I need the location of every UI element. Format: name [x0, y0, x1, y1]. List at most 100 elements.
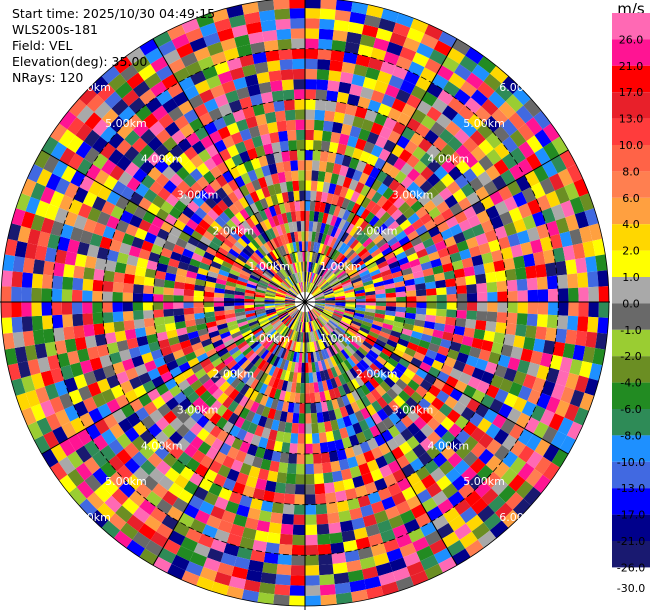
ray-gate	[323, 308, 334, 313]
ray-gate	[512, 498, 531, 517]
ray-gate	[370, 446, 384, 460]
ray-gate	[247, 352, 258, 363]
ray-gate	[234, 308, 245, 314]
ray-gate	[317, 253, 324, 265]
ray-gate	[585, 256, 598, 273]
ray-gate	[354, 375, 365, 387]
ray-gate	[344, 188, 355, 201]
ray-gate	[372, 359, 384, 370]
ray-gate	[287, 130, 297, 141]
ray-gate	[245, 181, 256, 194]
ray-gate	[108, 439, 124, 456]
ray-gate	[290, 433, 299, 444]
ray-gate	[481, 98, 499, 116]
ray-gate	[493, 428, 509, 445]
ray-gate	[346, 357, 356, 368]
ray-gate	[285, 304, 296, 309]
ray-gate	[336, 448, 347, 461]
ray-gate	[454, 459, 470, 476]
ray-gate	[206, 514, 222, 529]
ray-gate	[287, 402, 295, 413]
ray-gate	[398, 357, 411, 369]
ray-gate	[260, 244, 270, 255]
ray-gate	[306, 281, 309, 292]
ray-gate	[173, 302, 184, 309]
ray-gate	[341, 279, 352, 286]
ray-gate	[338, 218, 347, 230]
ray-gate	[441, 430, 456, 446]
ray-gate	[406, 495, 422, 510]
ray-gate	[406, 27, 425, 43]
ray-gate	[336, 254, 346, 265]
ray-gate	[234, 556, 251, 570]
ray-gate	[292, 273, 298, 284]
ray-gate	[223, 384, 235, 397]
ray-gate	[214, 376, 227, 388]
ray-gate	[446, 540, 466, 557]
ray-gate	[324, 306, 335, 310]
ray-gate	[369, 269, 381, 277]
ray-gate	[477, 530, 497, 548]
ray-gate	[214, 231, 227, 243]
ray-gate	[314, 109, 326, 121]
ray-gate	[261, 322, 271, 330]
ray-gate	[164, 467, 180, 483]
ray-gate	[128, 245, 142, 258]
ray-gate	[194, 284, 205, 292]
ray-gate	[459, 506, 478, 524]
ray-gate	[542, 249, 556, 264]
ray-gate	[189, 117, 204, 132]
ray-gate	[342, 383, 351, 395]
ray-gate	[332, 354, 341, 366]
ray-gate	[21, 272, 33, 288]
ray-gate	[219, 380, 231, 393]
ray-gate	[320, 313, 330, 322]
ray-gate	[318, 432, 328, 444]
ray-gate	[271, 318, 281, 326]
ray-gate	[277, 336, 285, 346]
ray-gate	[375, 207, 387, 220]
ray-gate	[280, 313, 290, 322]
ray-gate	[298, 332, 302, 343]
ray-gate	[249, 274, 260, 282]
ray-gate	[492, 175, 507, 191]
ray-gate	[213, 306, 225, 312]
ray-gate	[283, 391, 291, 403]
ray-gate	[203, 491, 219, 506]
ray-gate	[494, 142, 510, 160]
ray-gate	[213, 292, 225, 298]
ray-gate	[68, 98, 87, 118]
ray-gate	[572, 243, 586, 260]
ray-gate	[444, 194, 458, 209]
ray-gate	[131, 236, 145, 249]
ray-gate	[274, 247, 282, 259]
ray-gate	[115, 81, 133, 99]
ray-gate	[203, 291, 215, 298]
ray-gate	[541, 380, 556, 397]
ray-gate	[249, 401, 260, 414]
ray-gate	[264, 325, 274, 334]
ray-gate	[314, 263, 320, 274]
ray-gate	[365, 404, 377, 417]
ray-gate	[305, 8, 321, 19]
ray-gate	[139, 38, 159, 56]
ray-gate	[328, 450, 339, 463]
ray-gate	[373, 510, 389, 524]
ray-gate	[204, 286, 215, 293]
ray-gate	[525, 117, 543, 136]
ray-gate	[44, 247, 58, 263]
ray-gate	[122, 282, 134, 293]
ray-gate	[262, 324, 273, 332]
ray-gate	[462, 227, 476, 241]
ray-gate	[330, 262, 339, 272]
ray-gate	[289, 350, 295, 362]
ray-gate	[407, 362, 420, 374]
ray-gate	[92, 196, 107, 212]
ray-gate	[265, 293, 276, 298]
ray-gate	[508, 207, 523, 223]
ray-gate	[78, 203, 93, 219]
ray-gate	[434, 424, 449, 439]
ray-gate	[386, 256, 398, 265]
ray-gate	[341, 220, 351, 232]
ray-gate	[305, 403, 311, 414]
